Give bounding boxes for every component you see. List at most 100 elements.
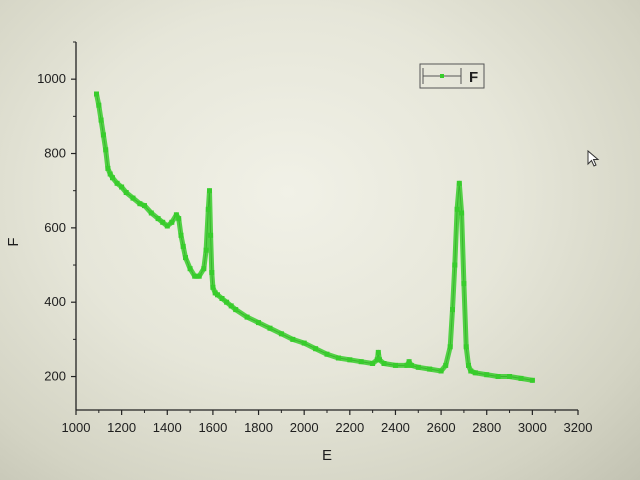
mouse-cursor-icon [587, 149, 600, 167]
data-point [209, 270, 215, 275]
data-point [210, 284, 216, 290]
data-point [427, 366, 433, 372]
y-tick-label: 800 [44, 146, 66, 161]
data-point [404, 362, 410, 368]
data-point [459, 210, 465, 216]
x-tick-label: 1400 [153, 420, 182, 435]
data-point [233, 307, 239, 313]
data-point [529, 377, 535, 383]
x-axis-ticks: 1000 1200 1400 1600 1800 2000 2200 2400 2600 2800… [62, 410, 593, 435]
series-marker-band [94, 91, 535, 383]
data-point [100, 132, 106, 138]
data-point [335, 355, 341, 361]
y-tick-label: 400 [44, 294, 66, 309]
legend-marker-swatch [440, 74, 444, 78]
data-point [290, 336, 296, 342]
data-point [103, 147, 109, 153]
data-point [178, 232, 184, 238]
data-point [228, 303, 234, 309]
legend-label: F [469, 69, 478, 86]
x-tick-label: 1600 [198, 420, 227, 435]
data-point [484, 372, 490, 378]
data-point [130, 195, 136, 201]
x-tick-label: 3000 [518, 420, 547, 435]
data-point [114, 180, 120, 186]
data-point [415, 364, 421, 370]
data-point [183, 255, 188, 261]
data-point [438, 368, 444, 374]
data-point [187, 266, 193, 272]
data-point [196, 273, 202, 279]
data-point [406, 359, 412, 365]
data-point [142, 203, 147, 209]
data-point [408, 362, 414, 368]
data-point [393, 362, 398, 368]
data-point [105, 165, 111, 171]
x-tick-label: 1000 [62, 420, 91, 435]
x-tick-label: 1800 [244, 420, 273, 435]
data-point [244, 314, 250, 320]
y-tick-label: 1000 [37, 71, 66, 86]
x-tick-label: 2400 [381, 420, 410, 435]
x-axis-title: E [322, 447, 332, 464]
data-point [173, 212, 179, 218]
x-tick-label: 2800 [472, 420, 501, 435]
data-point [518, 375, 524, 381]
data-point [155, 216, 161, 222]
data-point [468, 368, 474, 374]
data-point [463, 344, 469, 350]
data-point [176, 216, 182, 222]
data-point [507, 374, 512, 379]
y-axis-ticks: 200 400 600 800 1000 [37, 41, 76, 384]
data-point [137, 201, 143, 207]
data-point [466, 362, 471, 368]
data-point [219, 296, 225, 301]
data-point [452, 262, 458, 268]
x-tick-label: 1200 [107, 420, 136, 435]
x-tick-label: 2000 [290, 420, 319, 435]
data-point [148, 210, 154, 216]
data-point [169, 219, 175, 225]
data-point [123, 190, 129, 195]
data-point [164, 223, 170, 229]
y-tick-label: 600 [44, 220, 66, 235]
legend-box [419, 63, 485, 89]
data-point [278, 331, 284, 337]
data-point [381, 361, 387, 366]
data-point [110, 175, 115, 181]
data-point [443, 362, 449, 368]
y-axis-title: F [5, 237, 22, 246]
data-point [207, 188, 212, 194]
data-point [96, 102, 102, 108]
x-tick-label: 2600 [427, 420, 456, 435]
data-point [267, 325, 273, 331]
data-point [456, 180, 462, 186]
data-point [256, 320, 261, 326]
x-tick-label: 3200 [564, 420, 593, 435]
data-point [215, 292, 220, 298]
data-point [208, 232, 214, 238]
data-point [107, 171, 113, 177]
data-point [450, 307, 455, 313]
data-point [375, 349, 381, 355]
data-point [192, 273, 198, 279]
data-point [201, 266, 207, 272]
data-point [180, 243, 186, 249]
legend: F [419, 63, 485, 89]
data-point [119, 184, 125, 190]
data-point [205, 206, 211, 212]
data-point [98, 117, 104, 123]
data-point [461, 281, 467, 287]
x-tick-label: 2200 [335, 420, 364, 435]
data-point [370, 361, 376, 366]
data-point [203, 247, 209, 253]
data-point [94, 91, 99, 97]
series-layer [94, 91, 535, 383]
data-point [324, 351, 330, 357]
data-point [495, 374, 501, 379]
data-point [358, 359, 364, 365]
data-point [301, 340, 307, 346]
data-point [347, 357, 353, 363]
